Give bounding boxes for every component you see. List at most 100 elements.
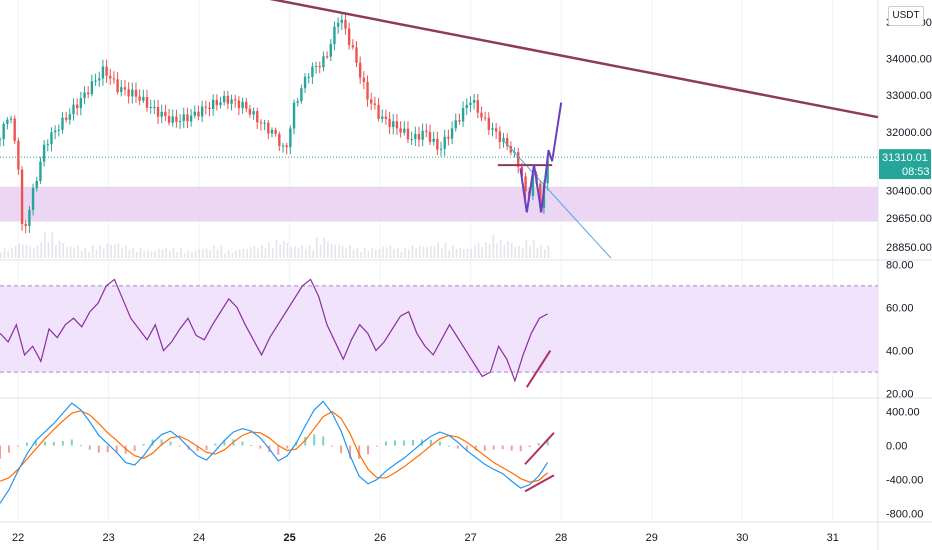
- last-price-tag: [879, 149, 931, 180]
- macd-histogram-bar: [214, 443, 217, 446]
- volume-bar: [356, 247, 359, 258]
- volume-bar: [279, 244, 281, 258]
- candle-body: [90, 81, 94, 95]
- volume-bar: [25, 245, 28, 258]
- candle-body: [222, 95, 226, 103]
- candle-body: [24, 224, 27, 226]
- volume-bar: [341, 245, 344, 258]
- volume-bar: [238, 249, 241, 258]
- candle-body: [311, 66, 314, 77]
- price-axis-label-5: 28850.00: [886, 242, 932, 254]
- volume-bar: [316, 237, 318, 258]
- candle-body: [175, 116, 178, 122]
- volume-bar: [198, 249, 201, 258]
- volume-bar: [338, 245, 340, 258]
- candle-body: [362, 77, 366, 82]
- time-axis-label-1: 23: [102, 532, 114, 544]
- macd-histogram-bar: [88, 445, 91, 450]
- macd-histogram-bar: [0, 445, 1, 459]
- candle-body: [392, 121, 395, 128]
- volume-bar: [448, 250, 450, 258]
- candle-body: [182, 114, 185, 121]
- candle-body: [322, 56, 325, 68]
- volume-bar: [205, 248, 208, 258]
- double-bottom-pattern: [519, 102, 563, 213]
- candle-body: [274, 129, 277, 134]
- candle-body: [79, 98, 83, 109]
- macd-histogram-bar: [259, 445, 262, 449]
- macd-histogram-bar: [70, 439, 73, 446]
- volume-bar: [271, 248, 274, 258]
- volume-bar: [400, 252, 403, 258]
- candle-body: [421, 130, 424, 140]
- volume-bar: [22, 244, 24, 258]
- volume-bar: [466, 248, 469, 258]
- volume-bar: [481, 246, 484, 258]
- volume-bar: [227, 250, 230, 258]
- candle-body: [109, 75, 112, 79]
- volume-bar: [371, 248, 373, 258]
- volume-bar: [485, 242, 487, 258]
- volume-bar: [297, 247, 300, 258]
- volume-bar: [521, 248, 524, 258]
- candle-body: [447, 136, 450, 139]
- time-axis-label-0: 22: [12, 532, 24, 544]
- volume-bar: [62, 243, 65, 258]
- volume-bar: [235, 250, 237, 258]
- candle-body: [469, 102, 472, 105]
- candle-body: [164, 111, 167, 117]
- candle-body: [9, 118, 13, 120]
- volume-bar: [334, 244, 337, 258]
- volume-bar: [121, 248, 123, 258]
- macd-histogram-bar: [169, 441, 172, 446]
- candle-body: [531, 174, 535, 196]
- volume-bar: [0, 252, 2, 258]
- volume-bar: [290, 246, 292, 258]
- macd-histogram-bar: [178, 445, 181, 447]
- candle-body: [432, 138, 435, 142]
- candle-body: [454, 120, 457, 129]
- candle-body: [17, 140, 20, 170]
- candle-body: [517, 152, 520, 167]
- volume-bar: [382, 246, 384, 258]
- macd-histogram-bar: [313, 434, 316, 446]
- candle-body: [483, 117, 487, 119]
- macd-histogram-bar: [115, 445, 118, 453]
- macd-histogram-bar: [546, 439, 549, 446]
- volume-bar: [330, 243, 333, 258]
- currency-selector[interactable]: USDT: [888, 6, 924, 26]
- candle-body: [285, 145, 288, 148]
- volume-bar: [99, 245, 101, 258]
- candle-body: [296, 101, 299, 103]
- volume-bar: [374, 249, 377, 258]
- macd-histogram-bar: [322, 436, 325, 446]
- volume-bar: [312, 250, 314, 258]
- candle-body: [406, 128, 410, 140]
- candle-body: [325, 56, 329, 58]
- candle-body: [153, 107, 156, 109]
- volume-bar: [510, 242, 513, 258]
- volume-bar: [301, 245, 303, 258]
- volume-bar: [286, 243, 289, 258]
- volume-bar: [176, 251, 179, 258]
- candle-body: [35, 180, 38, 188]
- candle-body: [75, 104, 79, 109]
- macd-axis-label-3: -800.00: [886, 509, 923, 521]
- volume-bar: [547, 245, 550, 258]
- macd-histogram-bar: [349, 445, 352, 459]
- volume-bar: [367, 250, 370, 258]
- candle-body: [270, 129, 274, 134]
- volume-bar: [459, 248, 462, 258]
- candle-body: [425, 130, 428, 133]
- rsi-band: [0, 285, 878, 373]
- candle-body: [245, 101, 248, 109]
- candle-body: [472, 100, 476, 103]
- volume-bar: [319, 244, 322, 258]
- candle-body: [20, 169, 24, 225]
- candle-body: [333, 26, 336, 45]
- volume-bar: [327, 242, 329, 258]
- candle-body: [64, 117, 68, 120]
- volume-bar: [396, 247, 399, 258]
- descending-trendline: [269, 0, 879, 119]
